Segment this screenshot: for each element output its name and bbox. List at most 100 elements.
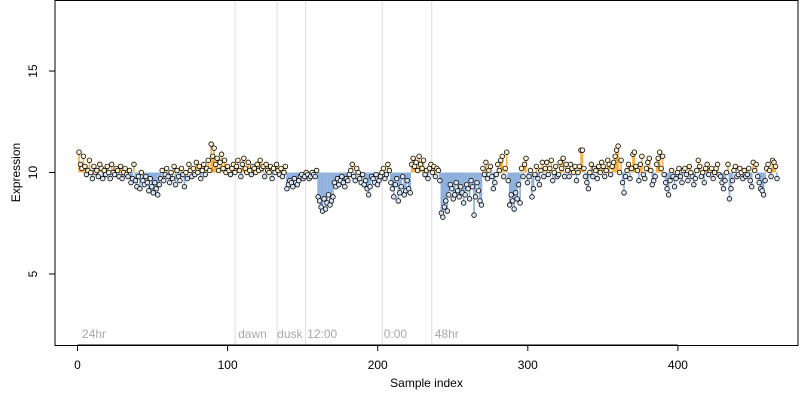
data-point — [316, 198, 323, 204]
annotations: 24hr dawn dusk 12:00 0:00 48hr — [82, 327, 459, 341]
data-point — [483, 159, 489, 166]
deviation-bar — [173, 166, 175, 173]
data-point — [239, 161, 246, 168]
data-point — [119, 175, 125, 182]
data-point — [365, 192, 372, 198]
data-point — [273, 161, 280, 168]
y-tick-label: 15 — [26, 64, 40, 78]
data-point — [212, 161, 219, 168]
deviation-bar — [727, 164, 729, 173]
deviation-bar — [667, 172, 670, 195]
data-point — [588, 161, 595, 168]
deviation-bar — [633, 152, 636, 173]
x-tick-label: 300 — [518, 358, 538, 372]
data-point — [397, 190, 403, 196]
x-tick-label: 0 — [74, 358, 81, 372]
annotation-5: 48hr — [435, 327, 459, 341]
data-point — [683, 171, 690, 178]
data-point — [631, 149, 638, 155]
deviation-bar — [153, 172, 156, 183]
data-point — [762, 177, 768, 184]
data-point — [466, 196, 473, 202]
data-point — [557, 159, 563, 166]
data-point — [413, 159, 419, 166]
data-point — [535, 175, 541, 182]
deviation-bar — [620, 160, 622, 173]
data-point — [582, 173, 589, 180]
data-point — [768, 173, 774, 180]
data-point — [652, 173, 658, 180]
deviation-bar — [219, 162, 221, 173]
data-point — [209, 153, 216, 159]
data-point — [710, 175, 716, 182]
data-point — [527, 167, 534, 174]
deviation-bar — [574, 166, 576, 173]
deviation-bar — [450, 172, 453, 189]
deviation-bar — [467, 172, 469, 189]
data-point — [489, 173, 495, 180]
deviation-bar — [284, 166, 287, 173]
data-point — [704, 161, 710, 168]
data-point — [80, 153, 87, 159]
data-point — [627, 175, 633, 182]
data-point — [199, 167, 205, 174]
deviation-bar — [728, 172, 731, 199]
deviation-bar — [468, 172, 471, 199]
deviation-bar — [462, 172, 465, 203]
deviation-bar — [293, 172, 296, 179]
deviation-bar — [554, 166, 557, 173]
deviation-bar — [186, 172, 189, 179]
x-axis-title: Sample index — [390, 376, 463, 390]
data-point — [662, 179, 669, 186]
deviation-bar — [638, 172, 640, 181]
deviation-bar — [326, 172, 328, 203]
deviation-bar — [91, 172, 94, 179]
data-point — [512, 190, 519, 196]
deviation-bar — [134, 172, 137, 181]
y-axis: 5 10 15 — [26, 64, 56, 277]
data-point — [245, 159, 252, 166]
deviation-bar — [664, 172, 667, 183]
deviation-bar — [93, 166, 95, 173]
data-point — [91, 163, 97, 170]
deviation-bar — [494, 172, 496, 183]
data-point — [474, 179, 480, 186]
data-point — [581, 165, 587, 172]
data-point — [149, 184, 155, 190]
deviation-bar — [511, 172, 514, 201]
deviation-bar — [669, 172, 671, 181]
data-point — [321, 196, 327, 202]
deviation-bar — [174, 172, 177, 185]
data-point — [367, 184, 373, 190]
deviation-bar — [433, 166, 435, 173]
data-point — [322, 206, 329, 212]
data-point — [523, 155, 529, 161]
data-point — [480, 165, 486, 172]
deviation-bar — [541, 162, 544, 173]
data-point — [122, 165, 128, 172]
data-point — [183, 169, 189, 176]
data-point — [585, 186, 592, 192]
y-axis-title: Expression — [9, 143, 23, 202]
data-point — [496, 167, 502, 174]
deviation-bar — [629, 172, 631, 179]
data-point — [380, 165, 387, 172]
data-point — [235, 157, 241, 164]
data-point — [720, 186, 727, 192]
deviation-bar — [465, 172, 468, 185]
data-point — [553, 163, 559, 170]
data-point — [449, 186, 455, 192]
data-point — [452, 192, 458, 198]
deviation-bar — [742, 172, 744, 179]
deviation-bar — [455, 172, 458, 183]
data-point — [266, 169, 272, 176]
data-point — [511, 206, 517, 212]
deviation-bar — [271, 172, 273, 179]
deviation-bar — [121, 172, 123, 179]
data-point — [160, 177, 167, 184]
data-point — [186, 161, 192, 168]
data-point — [138, 169, 145, 176]
data-point — [667, 177, 673, 184]
data-point — [178, 165, 185, 172]
data-point — [437, 177, 443, 184]
